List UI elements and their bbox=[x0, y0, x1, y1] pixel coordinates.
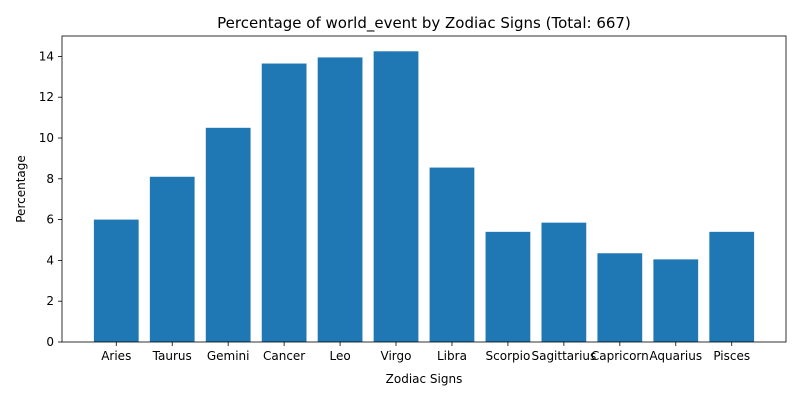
y-tick-label: 14 bbox=[39, 49, 54, 63]
y-axis: 0 2 4 6 8 10 12 14 bbox=[39, 49, 62, 349]
x-tick-label: Leo bbox=[329, 349, 350, 363]
bar-taurus bbox=[149, 176, 195, 342]
x-tick-label: Pisces bbox=[713, 349, 750, 363]
x-tick-label: Scorpio bbox=[486, 349, 531, 363]
y-tick-label: 2 bbox=[46, 294, 54, 308]
bar-sagittarius bbox=[541, 222, 587, 342]
bar-libra bbox=[429, 167, 475, 342]
bar-pisces bbox=[709, 231, 755, 342]
bar-leo bbox=[317, 57, 363, 343]
x-tick-label: Taurus bbox=[152, 349, 192, 363]
y-tick-label: 6 bbox=[46, 213, 54, 227]
x-tick-label: Libra bbox=[437, 349, 467, 363]
bar-virgo bbox=[373, 51, 419, 343]
x-tick-label: Aries bbox=[101, 349, 131, 363]
bar-cancer bbox=[261, 63, 307, 342]
chart-title: Percentage of world_event by Zodiac Sign… bbox=[217, 14, 631, 33]
bar-aquarius bbox=[653, 259, 699, 342]
y-axis-label: Percentage bbox=[14, 155, 28, 223]
x-tick-label: Aquarius bbox=[649, 349, 702, 363]
x-axis: Aries Taurus Gemini Cancer Leo Virgo Libra Scor… bbox=[101, 342, 750, 363]
x-tick-label: Cancer bbox=[263, 349, 305, 363]
x-tick-label: Gemini bbox=[207, 349, 250, 363]
y-tick-label: 8 bbox=[46, 172, 54, 186]
x-axis-label: Zodiac Signs bbox=[386, 372, 463, 386]
bar-capricorn bbox=[597, 253, 643, 342]
y-tick-label: 12 bbox=[39, 90, 54, 104]
bars bbox=[93, 51, 755, 343]
x-tick-label: Virgo bbox=[381, 349, 412, 363]
x-tick-label: Capricorn bbox=[591, 349, 649, 363]
plot-frame bbox=[61, 35, 787, 343]
y-tick-label: 0 bbox=[46, 335, 54, 349]
bar-aries bbox=[93, 219, 139, 342]
x-tick-label: Sagittarius bbox=[531, 349, 596, 363]
bar-scorpio bbox=[485, 231, 531, 342]
bar-gemini bbox=[205, 127, 251, 342]
y-tick-label: 4 bbox=[46, 253, 54, 267]
y-tick-label: 10 bbox=[39, 131, 54, 145]
